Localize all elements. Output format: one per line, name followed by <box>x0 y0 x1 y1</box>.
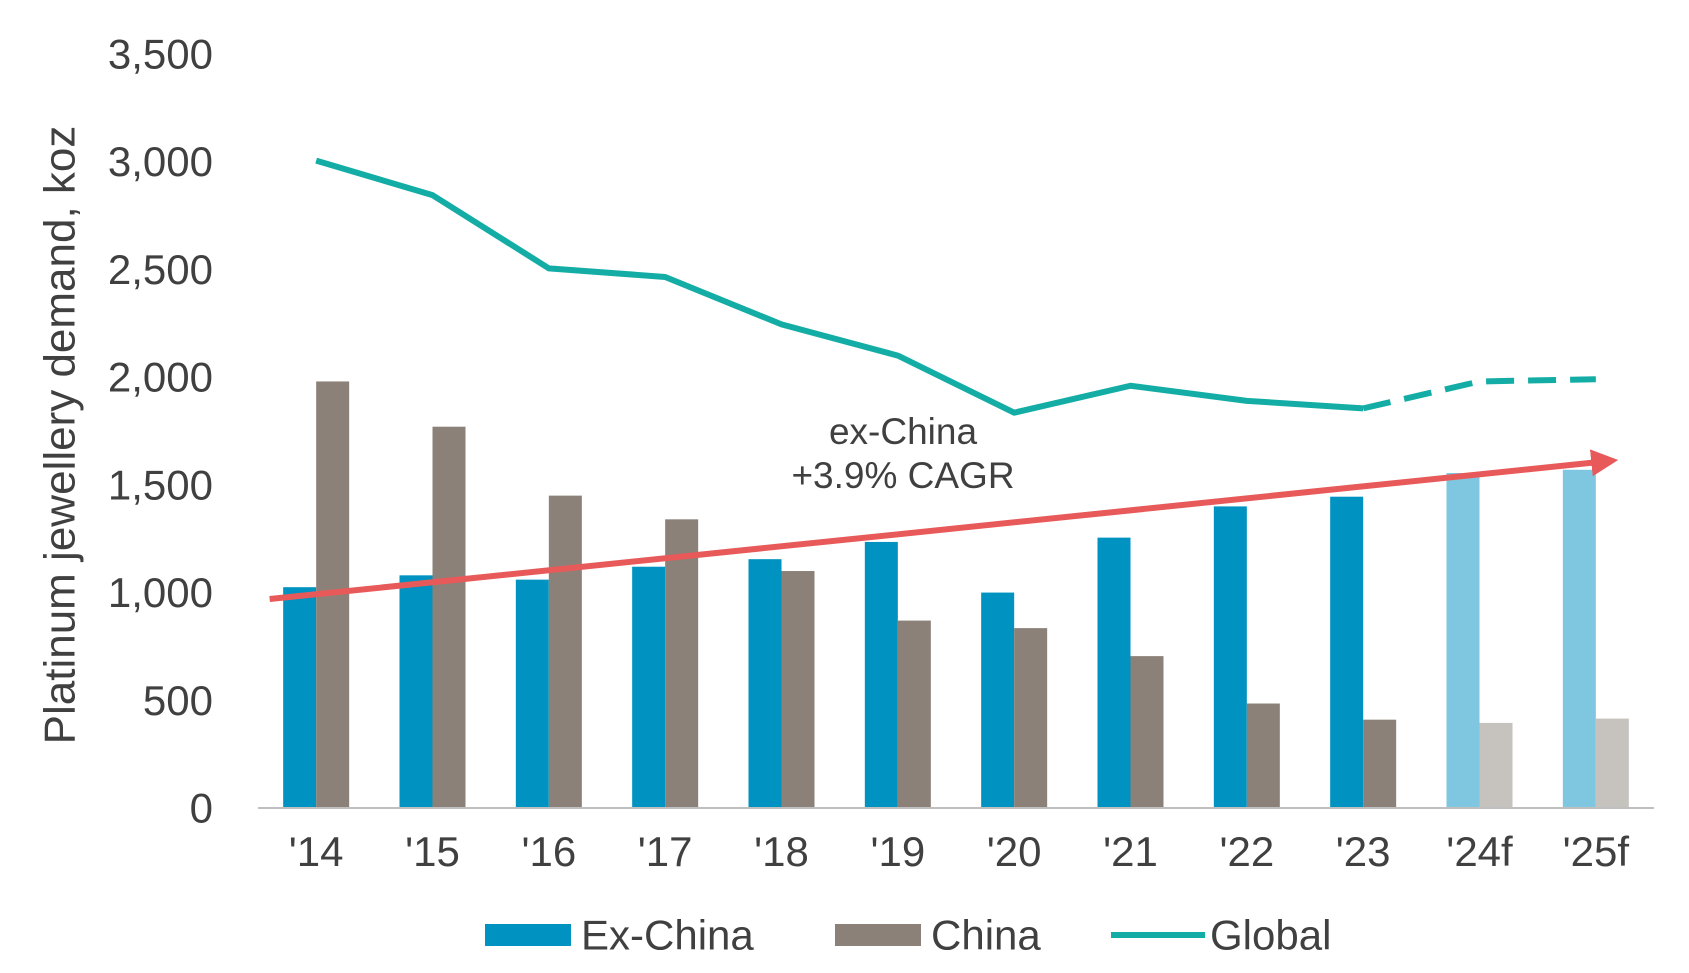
x-tick-label: '21 <box>1103 828 1158 875</box>
bar-ex-china <box>400 575 433 808</box>
global-line-actual <box>316 161 1363 413</box>
x-tick-label: '22 <box>1219 828 1274 875</box>
y-tick-label: 500 <box>143 677 213 724</box>
global-series-line <box>316 161 1596 413</box>
legend-label-global: Global <box>1210 912 1331 959</box>
bar-ex-china <box>516 580 549 808</box>
bar-ex-china <box>1098 538 1131 808</box>
bar-ex-china <box>1330 497 1363 808</box>
y-tick-label: 0 <box>190 785 213 832</box>
bar-china <box>1596 719 1629 808</box>
x-tick-label: '17 <box>638 828 693 875</box>
bar-china <box>1014 628 1047 808</box>
legend-label-china: China <box>931 912 1041 959</box>
y-tick-label: 2,500 <box>108 246 213 293</box>
bar-ex-china <box>1214 506 1247 808</box>
bar-china <box>898 621 931 808</box>
legend-label-ex-china: Ex-China <box>581 912 754 959</box>
x-tick-label: '18 <box>754 828 809 875</box>
bar-ex-china <box>1447 473 1480 808</box>
bar-china <box>1480 723 1513 808</box>
x-tick-label: '25f <box>1563 828 1630 875</box>
bar-china <box>782 571 815 808</box>
global-line-forecast <box>1363 379 1596 408</box>
legend-swatch-ex-china <box>485 924 571 946</box>
x-tick-label: '16 <box>521 828 576 875</box>
y-tick-label: 2,000 <box>108 354 213 401</box>
y-tick-label: 3,500 <box>108 31 213 78</box>
x-tick-label: '23 <box>1336 828 1391 875</box>
legend: Ex-China China Global <box>485 912 1331 959</box>
annotation-line-1: ex-China <box>829 411 977 452</box>
bar-china <box>1363 720 1396 808</box>
bar-ex-china <box>981 593 1014 808</box>
bar-china <box>1131 656 1164 808</box>
bar-china <box>665 519 698 808</box>
y-tick-label: 1,500 <box>108 461 213 508</box>
bar-china <box>549 496 582 808</box>
legend-swatch-china <box>835 924 921 946</box>
x-tick-label: '15 <box>405 828 460 875</box>
x-tick-label: '19 <box>870 828 925 875</box>
bar-ex-china <box>865 542 898 808</box>
bar-china <box>1247 704 1280 808</box>
x-tick-label: '14 <box>289 828 344 875</box>
x-tick-label: '20 <box>987 828 1042 875</box>
bar-ex-china <box>283 587 316 808</box>
bar-ex-china <box>749 559 782 808</box>
y-tick-label: 3,000 <box>108 138 213 185</box>
y-axis-title: Platinum jewellery demand, koz <box>36 126 85 745</box>
y-axis-ticks: 0 500 1,000 1,500 2,000 2,500 3,000 3,500 <box>108 31 213 832</box>
bar-china <box>433 427 466 808</box>
annotation-line-2: +3.9% CAGR <box>791 455 1014 496</box>
x-axis-ticks: '14 '15 '16 '17 '18 '19 '20 '21 '22 '23 '24f '25f <box>289 828 1630 875</box>
y-tick-label: 1,000 <box>108 569 213 616</box>
x-tick-label: '24f <box>1446 828 1513 875</box>
bar-ex-china <box>632 567 665 808</box>
bar-ex-china <box>1563 470 1596 808</box>
